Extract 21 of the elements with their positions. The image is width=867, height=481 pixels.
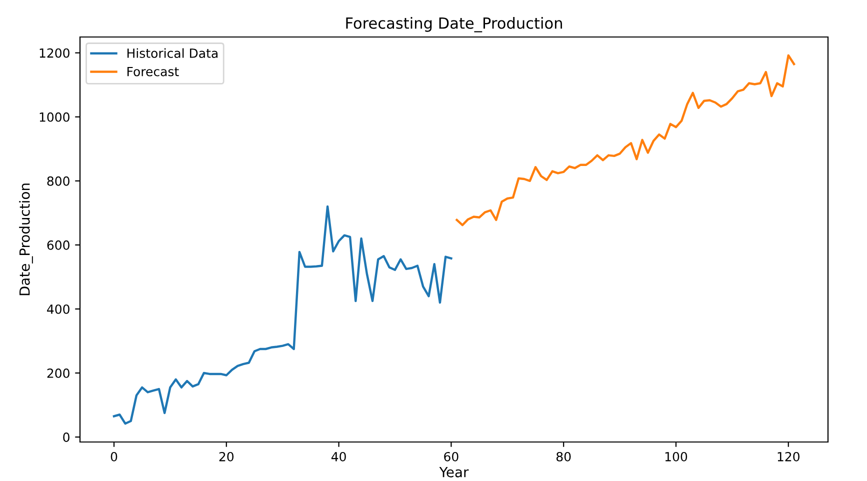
x-tick-label: 40 — [331, 452, 346, 462]
x-tick-label: 0 — [110, 452, 118, 462]
y-tick-label: 1000 — [40, 112, 70, 122]
x-axis-title: Year — [439, 467, 469, 478]
legend-label: Forecast — [127, 66, 179, 76]
x-tick-label: 100 — [665, 452, 688, 462]
y-tick-label: 1200 — [40, 48, 70, 58]
x-tick-label: 120 — [778, 452, 800, 462]
x-tick-label: 60 — [444, 452, 458, 462]
y-axis-title: Date_Production — [19, 184, 33, 296]
y-tick-label: 800 — [47, 176, 70, 186]
legend-label: Historical Data — [127, 48, 218, 58]
x-tick-label: 20 — [219, 452, 234, 462]
y-tick-label: 0 — [63, 432, 70, 442]
y-tick-label: 600 — [47, 240, 70, 250]
y-tick-label: 200 — [47, 368, 70, 378]
chart-title: Forecasting Date_Production — [346, 17, 562, 32]
y-tick-label: 400 — [47, 304, 70, 314]
line-series — [456, 54, 796, 226]
x-tick-label: 80 — [556, 452, 571, 462]
line-series — [112, 205, 452, 425]
